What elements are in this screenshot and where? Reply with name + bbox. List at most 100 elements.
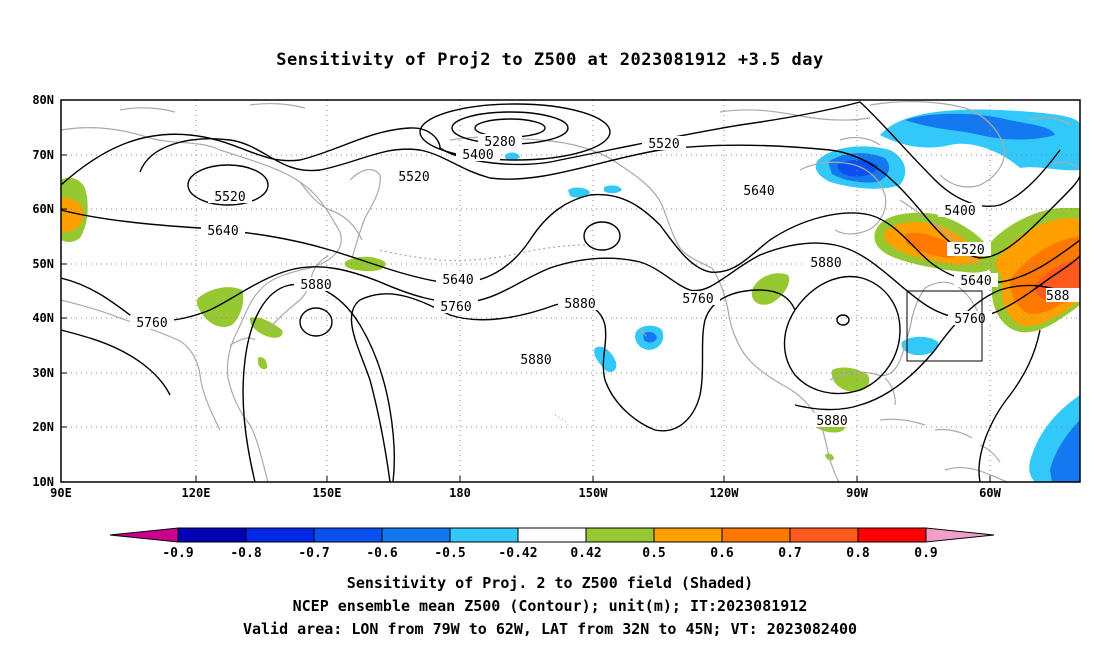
colorbar-segment bbox=[449, 527, 519, 543]
contour-label: 5760 bbox=[948, 311, 992, 327]
sensitivity-shading bbox=[61, 109, 1080, 482]
lat-tick-label: 20N bbox=[32, 420, 54, 434]
z500-contours bbox=[61, 101, 1080, 482]
positive-sensitivity-patch bbox=[905, 232, 957, 258]
contour-label: 5880 bbox=[558, 296, 602, 312]
colorbar-segment bbox=[177, 527, 247, 543]
colorbar-segment bbox=[653, 527, 723, 543]
lat-tick-label: 30N bbox=[32, 366, 54, 380]
tick-marks bbox=[61, 99, 991, 482]
colorbar-label: 0.7 bbox=[778, 546, 801, 561]
svg-text:5640: 5640 bbox=[960, 274, 991, 289]
colorbar-high-extension bbox=[925, 527, 995, 543]
negative-sensitivity-patch bbox=[568, 187, 590, 198]
contour-label: 5400 bbox=[456, 147, 500, 163]
lat-axis: 80N 70N 60N 50N 40N 30N 20N 10N bbox=[32, 93, 54, 489]
svg-text:5880: 5880 bbox=[810, 256, 841, 271]
colorbar-label: 0.9 bbox=[914, 546, 937, 561]
colorbar-label: -0.9 bbox=[162, 546, 193, 561]
svg-text:588: 588 bbox=[1046, 289, 1069, 304]
positive-sensitivity-patch bbox=[61, 197, 84, 232]
colorbar-segment bbox=[721, 527, 791, 543]
svg-text:5640: 5640 bbox=[207, 224, 238, 239]
lon-tick-label: 60W bbox=[979, 486, 1001, 500]
svg-text:5640: 5640 bbox=[743, 184, 774, 199]
colorbar-label: 0.42 bbox=[570, 546, 601, 561]
colorbar-label: -0.6 bbox=[366, 546, 397, 561]
plot-frame bbox=[60, 99, 1081, 483]
svg-text:5520: 5520 bbox=[953, 243, 984, 258]
colorbar-segment bbox=[517, 527, 587, 543]
colorbar-label: 0.8 bbox=[846, 546, 870, 561]
svg-text:5760: 5760 bbox=[440, 300, 471, 315]
svg-text:5880: 5880 bbox=[564, 297, 595, 312]
colorbar-low-extension bbox=[109, 527, 179, 543]
colorbar: -0.9 -0.8 -0.7 -0.6 -0.5 -0.42 0.42 0.5 0.6 0.7 0.… bbox=[109, 527, 995, 561]
colorbar-label: -0.7 bbox=[298, 546, 329, 561]
lon-tick-label: 90E bbox=[50, 486, 72, 500]
colorbar-label: -0.5 bbox=[434, 546, 465, 561]
contour-label: 5880 bbox=[294, 277, 338, 293]
svg-text:5760: 5760 bbox=[136, 316, 167, 331]
contour-label: 5280 bbox=[478, 134, 522, 150]
colorbar-label: -0.8 bbox=[230, 546, 261, 561]
colorbar-segment bbox=[857, 527, 927, 543]
lon-tick-label: 180 bbox=[449, 486, 471, 500]
contour-label: 5520 bbox=[947, 242, 991, 258]
lon-tick-label: 120E bbox=[182, 486, 211, 500]
svg-text:5520: 5520 bbox=[398, 170, 429, 185]
negative-sensitivity-patch bbox=[643, 331, 657, 343]
svg-text:5760: 5760 bbox=[682, 292, 713, 307]
colorbar-segment bbox=[313, 527, 383, 543]
contour-label: 5760 bbox=[130, 315, 174, 331]
lat-tick-label: 50N bbox=[32, 257, 54, 271]
positive-sensitivity-patch bbox=[249, 317, 283, 338]
negative-sensitivity-patch bbox=[905, 113, 1055, 140]
contour-label: 5760 bbox=[676, 291, 720, 307]
svg-text:5400: 5400 bbox=[944, 204, 975, 219]
colorbar-label: 0.5 bbox=[642, 546, 665, 561]
negative-sensitivity-patch bbox=[505, 152, 520, 161]
contour-label: 5880 bbox=[810, 413, 854, 429]
svg-text:5760: 5760 bbox=[954, 312, 985, 327]
contour-label: 5640 bbox=[954, 273, 998, 289]
svg-text:5880: 5880 bbox=[520, 353, 551, 368]
negative-sensitivity-patch bbox=[901, 336, 939, 356]
colorbar-segment bbox=[245, 527, 315, 543]
colorbar-label: 0.6 bbox=[710, 546, 734, 561]
positive-sensitivity-patch bbox=[751, 273, 790, 305]
contour-label: 5400 bbox=[938, 203, 982, 219]
lon-tick-label: 90W bbox=[846, 486, 868, 500]
svg-text:5640: 5640 bbox=[442, 273, 473, 288]
caption-shaded: Sensitivity of Proj. 2 to Z500 field (Sh… bbox=[346, 574, 754, 592]
contour-label: 5640 bbox=[737, 183, 781, 199]
contour-label: 5520 bbox=[208, 189, 252, 205]
lat-tick-label: 60N bbox=[32, 202, 54, 216]
colorbar-label: -0.42 bbox=[498, 546, 537, 561]
lon-tick-label: 150E bbox=[313, 486, 342, 500]
svg-text:5400: 5400 bbox=[462, 148, 493, 163]
negative-sensitivity-patch bbox=[1050, 420, 1080, 482]
svg-text:5280: 5280 bbox=[484, 135, 515, 150]
map-title: Sensitivity of Proj2 to Z500 at 20230819… bbox=[276, 50, 824, 70]
negative-sensitivity-patch bbox=[604, 185, 622, 194]
valid-area-box bbox=[906, 290, 983, 362]
lat-tick-label: 10N bbox=[32, 475, 54, 489]
svg-text:5880: 5880 bbox=[300, 278, 331, 293]
svg-text:5520: 5520 bbox=[214, 190, 245, 205]
negative-sensitivity-patch bbox=[594, 346, 617, 373]
lon-tick-label: 120W bbox=[710, 486, 740, 500]
colorbar-segment bbox=[789, 527, 859, 543]
caption-valid-area: Valid area: LON from 79W to 62W, LAT fro… bbox=[242, 620, 858, 638]
positive-sensitivity-patch bbox=[258, 357, 268, 370]
contour-label: 588 bbox=[1046, 288, 1080, 304]
contour-label: 5520 bbox=[392, 169, 436, 185]
contour-label: 5640 bbox=[201, 223, 245, 239]
contour-label: 5880 bbox=[804, 255, 848, 271]
colorbar-segment bbox=[381, 527, 451, 543]
lon-tick-label: 150W bbox=[579, 486, 609, 500]
contour-labels: 5280 5400 5520 5520 5520 5640 5640 5400 … bbox=[130, 134, 1080, 429]
caption-contour: NCEP ensemble mean Z500 (Contour); unit(… bbox=[292, 597, 808, 615]
positive-sensitivity-patch bbox=[344, 256, 386, 272]
